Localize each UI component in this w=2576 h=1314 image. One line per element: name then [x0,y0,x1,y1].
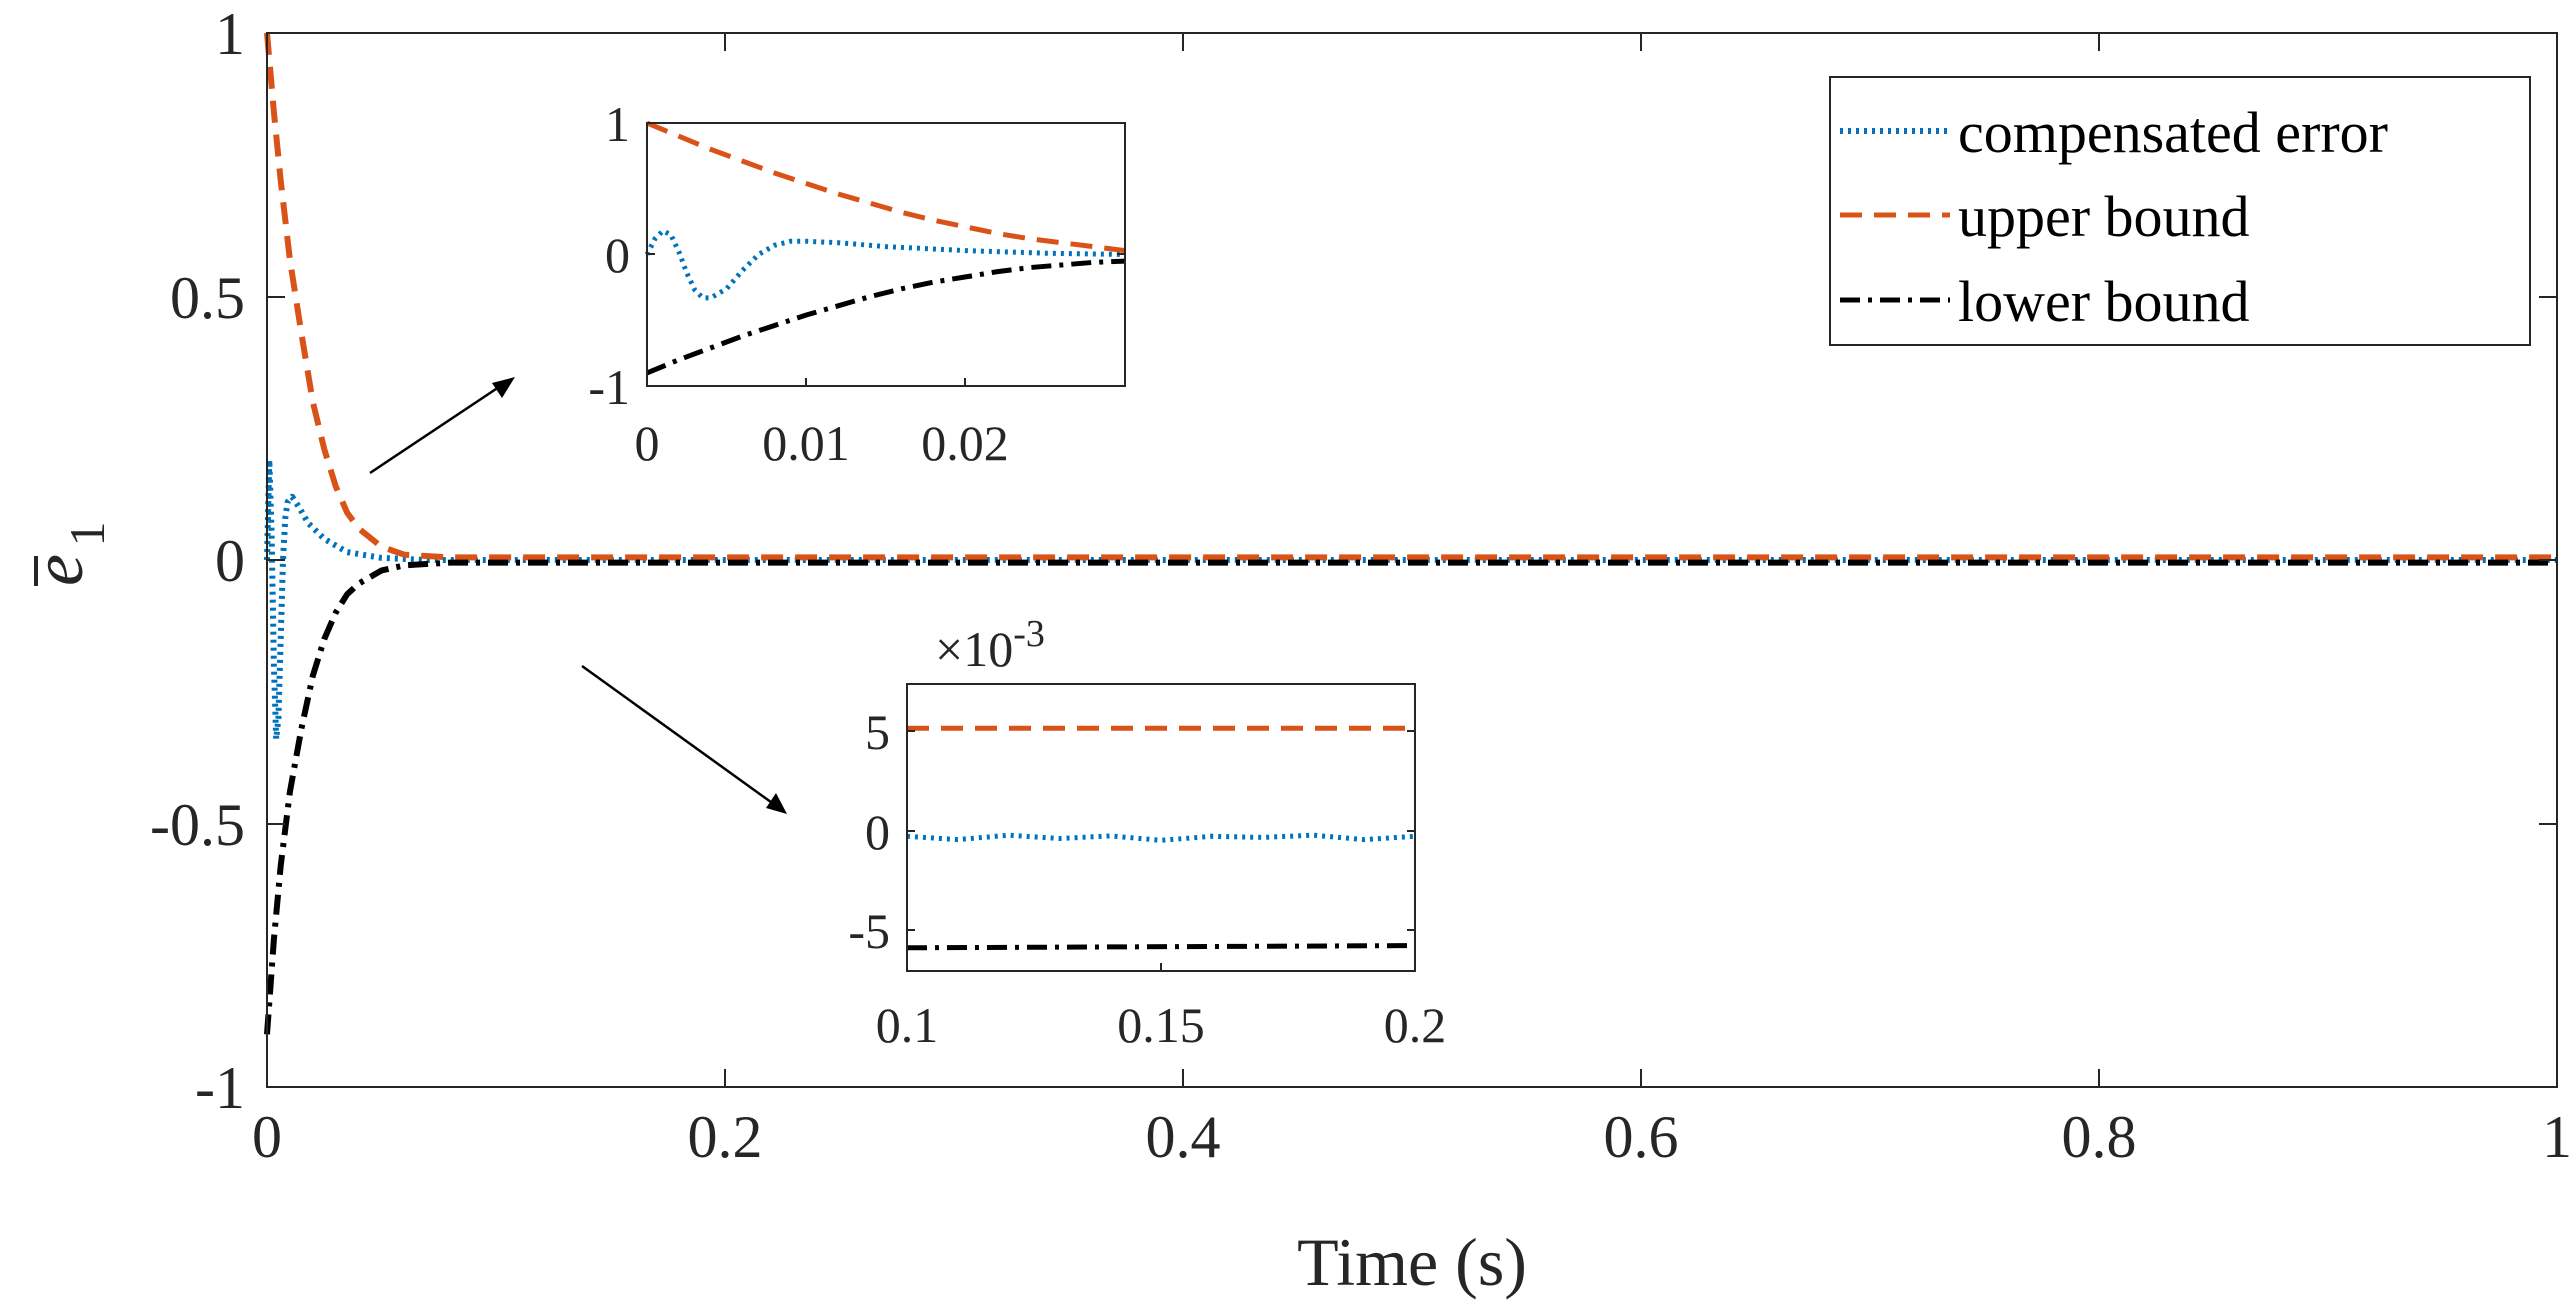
main-ytick-label: 0.5 [170,265,245,331]
legend-label-compensated-error: compensated error [1958,100,2388,165]
legend-label-lower-bound: lower bound [1958,269,2250,334]
main-xtick-label: 0.2 [688,1104,763,1170]
inset-bottom-xtick-label: 0.2 [1384,997,1447,1053]
main-series-lower-bound [264,559,2557,1035]
legend-label-upper-bound: upper bound [1958,184,2250,249]
main-ytick-label: 0 [215,528,245,594]
arrow-head-bottom-inset [766,793,787,814]
main-ytick-label: -0.5 [150,792,245,858]
main-x-ticks: 0 0.2 0.4 0.6 0.8 1 [252,33,2572,1170]
legend-box [1829,76,2531,346]
main-series-compensated-error [264,456,2557,743]
main-plot-lines [264,32,2557,1035]
inset-top-xtick-label: 0.01 [762,415,850,471]
main-xtick-label: 0 [252,1104,282,1170]
inset-bottom-plot-lines [906,725,1416,951]
inset-top: 0 0.01 0.02 -1 0 1 [588,96,1126,471]
main-series-upper-bound [264,32,2557,561]
main-xtick-label: 1 [2542,1104,2572,1170]
y-axis-label-base: e [18,554,98,586]
main-xtick-label: 0.6 [1604,1104,1679,1170]
main-xtick-label: 0.4 [1146,1104,1221,1170]
main-ytick-label: 1 [215,1,245,67]
annotation-arrows [369,377,787,814]
inset-top-tick-marks [647,253,1125,386]
inset-bottom-xtick-label: 0.1 [876,997,939,1053]
inset-top-xtick-label: 0.02 [921,415,1009,471]
inset-top-series-lower-bound [646,258,1126,376]
inset-bottom-multiplier: ×10-3 [935,613,1045,677]
inset-bottom-ytick-label: -5 [848,903,890,959]
arrow-head-top-inset [492,377,515,398]
inset-bottom-ytick-label: 0 [865,804,890,860]
y-axis-label-subscript: 1 [59,522,115,547]
arrow-to-top-inset [369,383,503,475]
inset-top-series-compensated-error [644,228,1126,301]
inset-top-ytick-label: 0 [605,227,630,283]
inset-top-plot-lines [644,120,1126,376]
inset-top-xtick-label: 0 [635,415,660,471]
inset-bottom-ytick-label: 5 [865,704,890,760]
legend: compensated error upper bound lower boun… [1829,76,2531,346]
main-xtick-label: 0.8 [2062,1104,2137,1170]
inset-bottom-multiplier-base: ×10 [935,621,1013,677]
main-axes: 0 0.2 0.4 0.6 0.8 1 -1 -0.5 0 0.5 1 Time… [18,1,2572,1300]
arrow-to-bottom-inset [581,664,776,807]
y-axis-label: e 1 [18,522,115,586]
inset-bottom-tick-marks [907,730,1415,971]
main-ytick-marks [267,296,2557,825]
inset-bottom-xtick-label: 0.15 [1117,997,1205,1053]
inset-bottom-background [907,684,1415,971]
inset-bottom-series-compensated-error [906,832,1416,843]
main-y-ticks: -1 -0.5 0 0.5 1 [150,1,2557,1121]
inset-bottom-multiplier-exponent: -3 [1013,613,1045,655]
inset-top-ytick-label: -1 [588,359,630,415]
inset-top-series-upper-bound [646,120,1126,254]
main-ytick-label: -1 [195,1055,245,1121]
inset-top-ytick-label: 1 [605,96,630,152]
main-xtick-marks [724,33,2100,1087]
inset-bottom-series-lower-bound [906,943,1416,951]
x-axis-label: Time (s) [1297,1224,1527,1300]
inset-bottom: ×10-3 0.1 0.15 0.2 -5 0 5 [848,613,1446,1053]
